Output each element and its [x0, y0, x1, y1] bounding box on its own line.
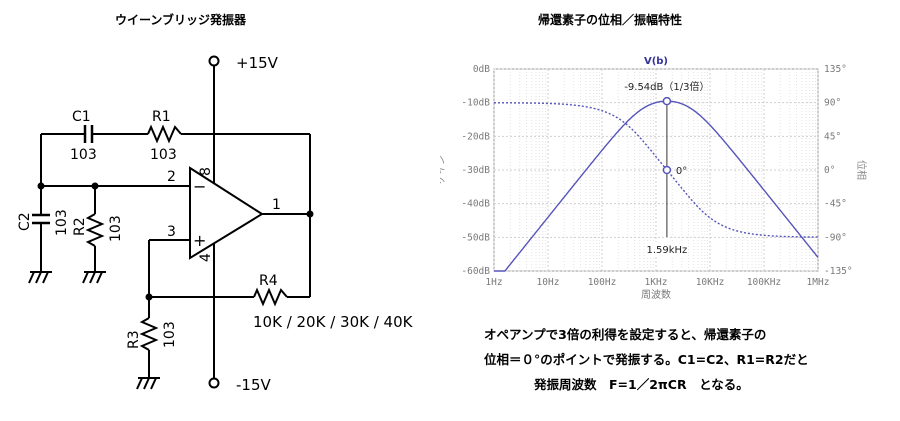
pin-3: 3 [167, 224, 176, 240]
y-left-axis-label: ゲイン [440, 154, 447, 185]
x-tick-label: 10Hz [537, 277, 560, 288]
y-left-tick-label: -20dB [461, 131, 490, 142]
freq-annotation: 1.59kHz [646, 245, 687, 256]
x-axis-label: 周波数 [641, 288, 671, 301]
y-left-tick-label: 0dB [473, 64, 490, 75]
r4-name: R4 [259, 273, 278, 289]
pin-1: 1 [272, 197, 281, 213]
description-note: オペアンプで3倍の利得を設定すると、帰還素子の 位相＝０°のポイントで発振する。… [484, 322, 884, 397]
x-tick-label: 1KHz [645, 277, 668, 288]
x-tick-label: 1MHz [807, 277, 830, 288]
y-left-tick-label: -60dB [461, 266, 490, 277]
pin-8: 8 [198, 167, 214, 176]
y-right-tick-label: -135° [824, 266, 853, 277]
note-line-2: 位相＝０°のポイントで発振する。C1=C2、R1=R2だと [484, 352, 809, 367]
x-tick-label: 100Hz [588, 277, 617, 288]
c2-value: 103 [54, 209, 70, 236]
note-line-1: オペアンプで3倍の利得を設定すると、帰還素子の [484, 327, 767, 342]
y-right-tick-label: 45° [824, 131, 841, 142]
y-left-tick-label: -30dB [461, 165, 490, 176]
r3-name: R3 [126, 330, 142, 349]
circuit-diagram: ウイーンブリッジ発振器 [17, 12, 414, 394]
c2-name: C2 [17, 212, 33, 231]
y-right-tick-label: 0° [824, 165, 835, 176]
peak-marker [662, 96, 672, 106]
r3-value: 103 [162, 321, 178, 348]
phase-zero-marker [662, 165, 672, 175]
x-tick-label: 100KHz [747, 277, 781, 288]
phase-series-line [493, 102, 818, 238]
y-right-tick-label: -90° [824, 232, 847, 243]
r1-value: 103 [150, 147, 177, 163]
x-tick-label: 10KHz [696, 277, 725, 288]
vee-terminal [208, 377, 220, 389]
r2-value: 103 [108, 215, 124, 242]
vcc-terminal [208, 55, 220, 67]
gain-series-line [494, 100, 819, 272]
peak-annotation: -9.54dB（1/3倍） [624, 80, 709, 93]
y-right-tick-label: 90° [824, 98, 841, 109]
y-left-tick-label: -40dB [461, 199, 490, 210]
opamp-minus-sign: − [193, 177, 206, 196]
c1-name: C1 [72, 109, 91, 125]
y-right-tick-label: 135° [824, 64, 847, 75]
r2-name: R2 [72, 217, 88, 236]
y-right-tick-label: -45° [824, 199, 847, 210]
opamp-plus-sign: + [193, 231, 206, 250]
bode-chart: 帰還素子の位相／振幅特性 1Hz 10Hz 100Hz 1KHz 10KHz 100KHz… [440, 12, 868, 301]
y-left-tick-label: -10dB [461, 98, 490, 109]
x-tick-label: 1Hz [485, 277, 502, 288]
pin-2: 2 [167, 169, 176, 185]
vcc-label: +15V [236, 54, 279, 72]
pin-4: 4 [198, 253, 214, 262]
r1-name: R1 [152, 109, 171, 125]
vee-label: -15V [236, 376, 271, 394]
y-left-tick-label: -50dB [461, 232, 490, 243]
c1-value: 103 [70, 147, 97, 163]
circuit-title: ウイーンブリッジ発振器 [115, 12, 247, 27]
chart-title: 帰還素子の位相／振幅特性 [538, 12, 682, 27]
legend-label: V(b) [644, 56, 668, 67]
r4-values: 10K / 20K / 30K / 40K [253, 313, 414, 331]
y-right-axis-label: 位相 [855, 160, 868, 180]
phase-zero-annotation: 0° [676, 166, 687, 177]
note-line-3: 発振周波数 F=1／2πCR となる。 [534, 377, 749, 392]
freq-annotation-bg [645, 242, 688, 256]
